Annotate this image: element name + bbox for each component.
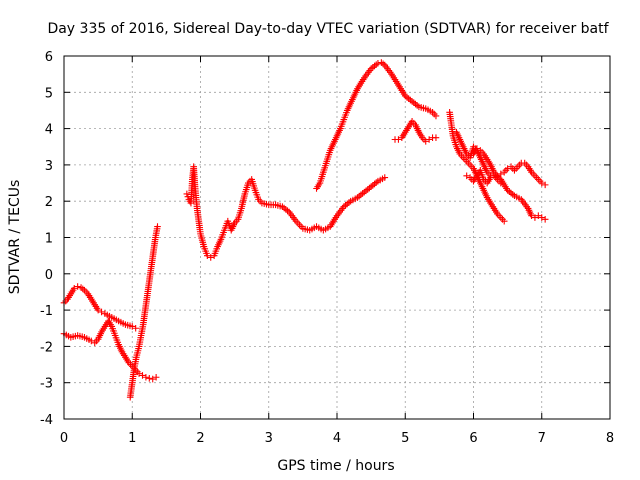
x-tick-label: 6	[469, 431, 477, 446]
data-point-marker	[473, 145, 481, 152]
y-tick-label: 6	[45, 50, 53, 65]
data-point-marker	[432, 112, 440, 120]
data-point-marker	[74, 283, 81, 290]
data-point-marker	[152, 373, 160, 381]
x-tick-label: 1	[128, 431, 136, 446]
data-points	[60, 59, 549, 401]
grid-lines	[64, 56, 610, 419]
x-tick-label: 3	[265, 431, 273, 446]
data-point-marker	[139, 372, 146, 379]
data-point-marker	[432, 134, 440, 141]
x-tick-label: 5	[401, 431, 409, 446]
data-point-marker	[132, 324, 139, 332]
y-tick-label: -2	[40, 340, 53, 355]
chart-title: Day 335 of 2016, Sidereal Day-to-day VTE…	[47, 21, 609, 37]
data-point-marker	[541, 181, 549, 189]
y-tick-label: 1	[45, 232, 53, 247]
data-point-marker	[146, 375, 153, 382]
data-point-marker	[531, 214, 539, 221]
x-tick-label: 8	[606, 431, 614, 446]
y-tick-label: 5	[45, 86, 53, 101]
data-point-marker	[207, 254, 215, 261]
data-point-marker	[395, 136, 402, 143]
data-point-marker	[541, 216, 549, 223]
y-tick-label: 0	[45, 268, 53, 283]
data-point-marker	[94, 306, 102, 314]
data-point-marker	[425, 136, 433, 143]
data-point-marker	[422, 138, 430, 145]
data-point-marker	[135, 370, 143, 377]
y-axis-label: SDTVAR / TECUs	[7, 180, 23, 295]
data-point-marker	[204, 252, 211, 259]
data-point-marker	[538, 179, 546, 187]
data-point-marker	[381, 174, 389, 181]
data-point-marker	[528, 212, 535, 220]
data-point-marker	[538, 214, 546, 221]
data-point-marker	[463, 172, 470, 180]
data-point-marker	[154, 223, 161, 230]
y-tick-label: -3	[40, 377, 53, 392]
y-tick-label: -1	[40, 304, 53, 319]
y-tick-label: 3	[45, 159, 53, 174]
y-tick-label: 4	[45, 123, 53, 138]
x-axis-label: GPS time / hours	[277, 458, 394, 474]
x-tick-label: 4	[333, 431, 341, 446]
data-point-marker	[497, 179, 505, 187]
x-tick-label: 7	[538, 431, 546, 446]
y-tick-label: 2	[45, 195, 53, 210]
axis-ticks: 0 1 2 3 4 5 6 7 8 -4 -3 -2 -1 0 1 2 3 4 5 6	[40, 50, 614, 446]
y-tick-label: -4	[40, 413, 53, 428]
data-point-marker	[500, 217, 508, 225]
x-tick-label: 2	[196, 431, 204, 446]
data-point-marker	[128, 323, 136, 330]
data-point-marker	[497, 170, 505, 178]
data-point-marker	[142, 373, 150, 381]
data-point-marker	[535, 212, 542, 220]
data-point-marker	[70, 285, 78, 292]
data-point-marker	[149, 375, 157, 383]
data-point-marker	[379, 60, 387, 68]
data-point-marker	[98, 308, 105, 316]
x-tick-label: 0	[60, 431, 68, 446]
